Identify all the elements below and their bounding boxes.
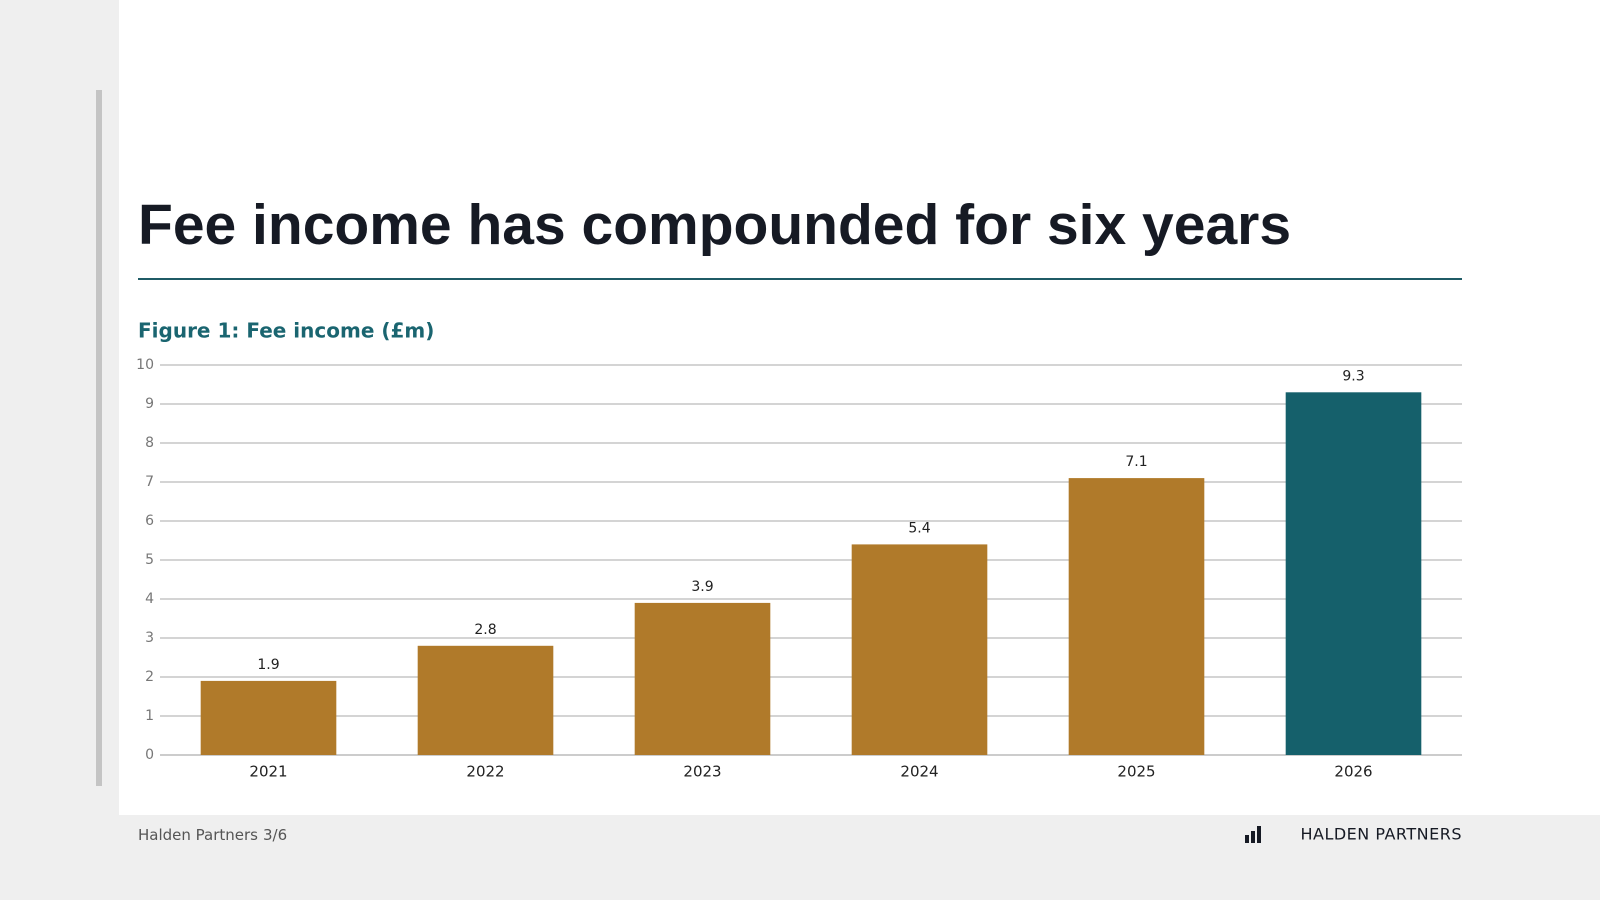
chart-title: Figure 1: Fee income (£m) xyxy=(138,319,434,343)
x-tick-label: 2026 xyxy=(1334,763,1372,781)
brand-icon xyxy=(1245,826,1261,843)
x-tick-label: 2022 xyxy=(466,763,504,781)
bar xyxy=(851,544,988,755)
x-tick-label: 2025 xyxy=(1117,763,1155,781)
bar xyxy=(634,602,771,755)
value-label: 3.9 xyxy=(691,579,713,595)
side-accent xyxy=(96,90,102,786)
slide-title: Fee income has compounded for six years xyxy=(138,193,1292,257)
y-tick-label: 6 xyxy=(145,513,154,529)
bar xyxy=(417,645,554,755)
y-tick-label: 0 xyxy=(145,747,154,763)
footer-company: Halden Partners xyxy=(138,826,258,844)
bar xyxy=(1285,392,1422,755)
y-tick-label: 10 xyxy=(136,357,154,373)
bar xyxy=(200,680,337,755)
x-tick-label: 2023 xyxy=(683,763,721,781)
y-tick-label: 4 xyxy=(145,591,154,607)
x-tick-label: 2024 xyxy=(900,763,938,781)
value-label: 1.9 xyxy=(257,657,279,673)
x-tick-label: 2021 xyxy=(249,763,287,781)
y-tick-label: 7 xyxy=(145,474,154,490)
y-tick-label: 1 xyxy=(145,708,154,724)
brand-name: HALDEN PARTNERS xyxy=(1300,825,1462,844)
y-tick-label: 2 xyxy=(145,669,154,685)
y-tick-label: 3 xyxy=(145,630,154,646)
value-label: 7.1 xyxy=(1125,454,1147,470)
value-label: 9.3 xyxy=(1342,368,1364,384)
title-rule xyxy=(138,278,1462,280)
y-tick-label: 9 xyxy=(145,396,154,412)
y-tick-label: 5 xyxy=(145,552,154,568)
value-label: 2.8 xyxy=(474,622,496,638)
bar xyxy=(1068,478,1205,755)
y-tick-label: 8 xyxy=(145,435,154,451)
footer-page: 3/6 xyxy=(263,826,288,844)
value-label: 5.4 xyxy=(908,520,930,536)
